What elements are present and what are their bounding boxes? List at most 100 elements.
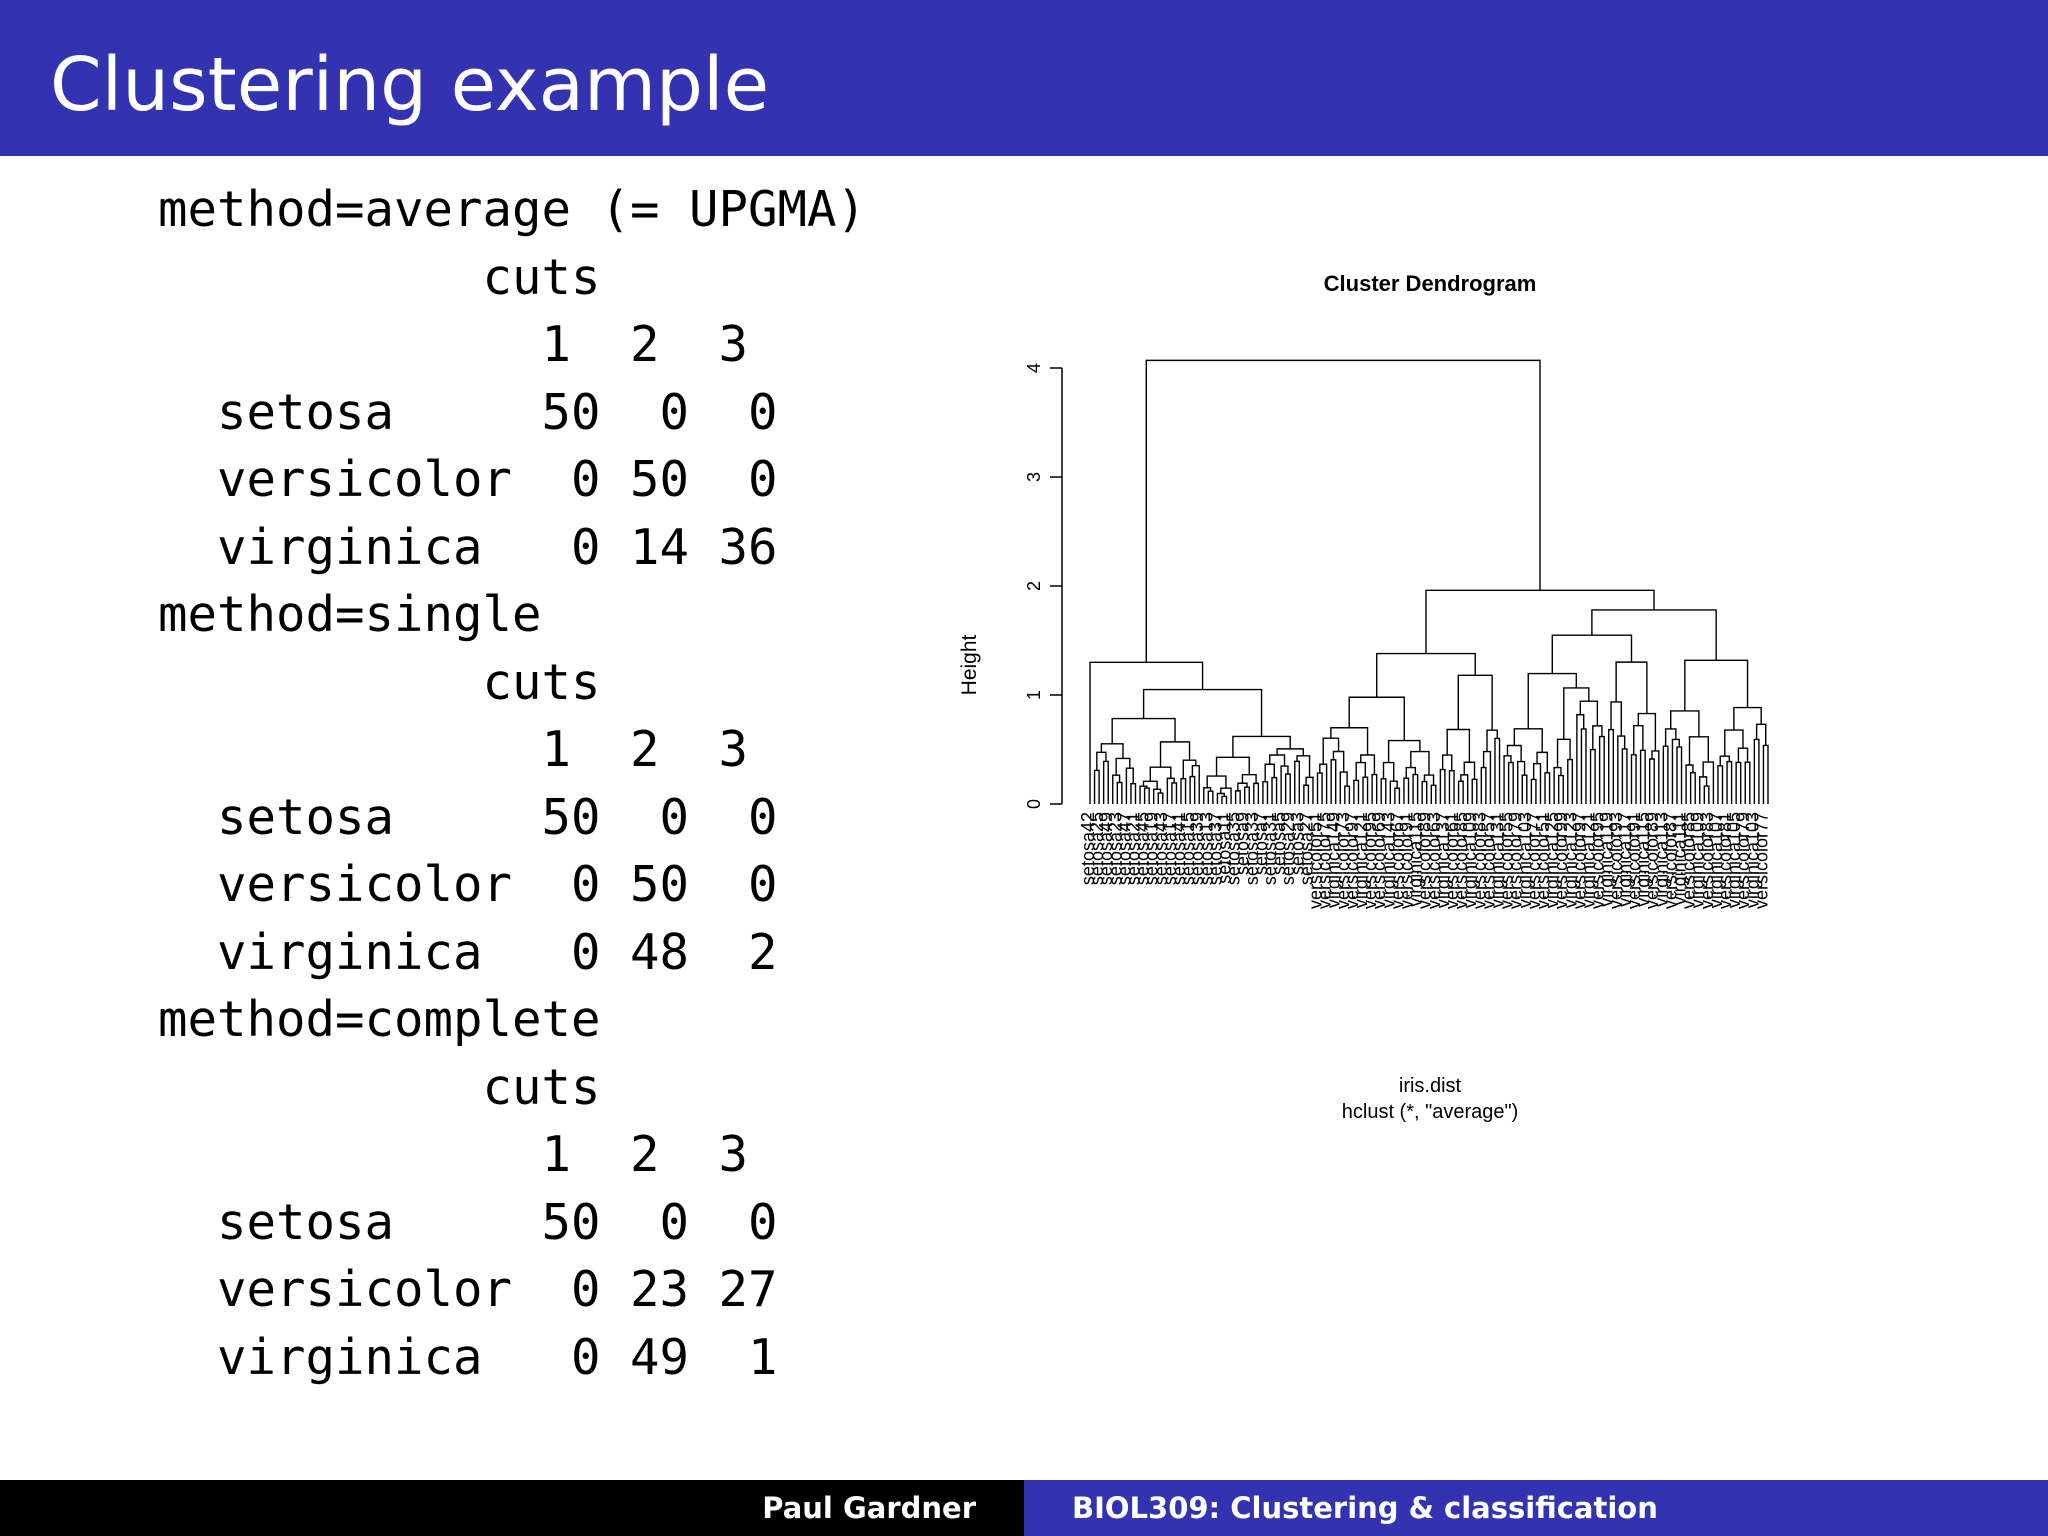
dendrogram-link — [1159, 741, 1191, 768]
leaf-label: setosa39 — [1187, 812, 1207, 885]
dendrogram-link — [1503, 755, 1512, 804]
code-line: 1 2 3 — [158, 1126, 749, 1183]
leaf-label: setosa47 — [1114, 812, 1134, 885]
dendrogram-link — [1494, 737, 1501, 804]
leaf-label: setosa11 — [1215, 812, 1235, 884]
leaf-label: setosa33 — [1242, 812, 1262, 885]
leaf-label: virginica131 — [1488, 812, 1508, 908]
dendrogram-link — [1689, 771, 1696, 804]
dendrogram-link — [1482, 750, 1492, 804]
slide-title: Clustering example — [50, 42, 770, 128]
leaf-label: virginica103 — [1742, 812, 1762, 908]
leaf-label: virginica149 — [1324, 812, 1344, 908]
dendrogram-link — [1598, 735, 1605, 804]
leaf-label: setosa45 — [1133, 812, 1153, 885]
dendrogram-link — [1244, 786, 1250, 804]
code-line: virginica 0 14 36 — [158, 518, 778, 576]
dendrogram-link — [1589, 748, 1596, 804]
y-tick-label: 1 — [1024, 690, 1044, 700]
y-tick-label: 0 — [1024, 799, 1044, 809]
code-line: method=single — [158, 586, 542, 643]
code-line: versicolor 0 23 27 — [158, 1261, 778, 1318]
dendrogram-link — [1633, 725, 1644, 755]
leaf-label: virginica121 — [1351, 812, 1371, 908]
leaf-label: setosa3 — [1287, 812, 1307, 875]
code-line: virginica 0 48 2 — [158, 923, 778, 981]
leaf-label: virginica111 — [1670, 812, 1690, 905]
dendrogram-link — [1280, 765, 1289, 804]
leaf-label: versicolor97 — [1342, 812, 1362, 909]
dendrogram-link — [1637, 712, 1657, 751]
leaf-label: versicolor67 — [1387, 812, 1407, 909]
leaf-label: versicolor61 — [1442, 812, 1462, 909]
y-tick-label: 3 — [1024, 472, 1044, 482]
dendrogram-link — [1506, 744, 1522, 762]
leaf-label: versicolor93 — [1606, 812, 1626, 909]
dendrogram-link — [1111, 717, 1176, 744]
leaf-label: setosa29 — [1278, 812, 1298, 885]
y-axis: 0 1 2 3 4 — [1024, 363, 1063, 809]
dendrogram-link — [1100, 743, 1124, 759]
dendrogram-link — [1551, 634, 1633, 674]
dendrogram-link — [1182, 759, 1197, 779]
dendrogram-link — [1294, 760, 1301, 804]
dendrogram-link — [1486, 729, 1498, 752]
leaf-label: versicolor75 — [1315, 812, 1335, 909]
leaf-label: virginica143 — [1378, 812, 1398, 908]
dendrogram-link — [1353, 779, 1360, 804]
dendrogram-link — [1563, 687, 1590, 740]
leaf-label: versicolor99 — [1551, 812, 1571, 909]
leaf-label: versicolor81 — [1715, 812, 1735, 909]
dendrogram-link — [1149, 766, 1172, 782]
leaf-label: versicolor77 — [1751, 812, 1771, 909]
dendrogram-link — [1536, 751, 1549, 773]
dendrogram-link — [1276, 748, 1304, 756]
dendrogram-link — [1556, 738, 1571, 768]
dendrogram-link — [1253, 782, 1260, 804]
dendrogram-link — [1753, 738, 1760, 804]
dendrogram-link — [1480, 766, 1487, 804]
leaf-label: versicolor79 — [1506, 812, 1526, 909]
dendrogram-link — [1221, 795, 1228, 804]
dendrogram-link — [1322, 737, 1340, 765]
dendrogram-link — [1102, 760, 1109, 804]
leaf-label: setosa42 — [1078, 812, 1098, 885]
dendrogram-link — [1670, 710, 1700, 737]
dendrogram-link — [1726, 760, 1733, 804]
dendrogram-link — [1544, 772, 1551, 804]
dendrogram-link — [1448, 769, 1455, 804]
leaf-label: setosa41 — [1169, 812, 1189, 885]
leaf-label: versicolor91 — [1624, 812, 1644, 909]
code-line: versicolor 0 50 0 — [158, 451, 778, 508]
dendrogram-link — [1157, 792, 1164, 804]
leaf-label: versicolor83 — [1469, 812, 1489, 909]
leaf-label: setosa37 — [1205, 812, 1225, 885]
dendrogram-link — [1339, 771, 1348, 804]
dendrogram-link — [1189, 775, 1196, 804]
chart-title: Cluster Dendrogram — [1324, 271, 1537, 296]
cluster-output-code: method=average (= UPGMA) cuts 1 2 3 seto… — [158, 176, 866, 1391]
leaf-label: setosa23 — [1105, 812, 1125, 885]
leaf-label: setosa43 — [1151, 812, 1171, 885]
dendrogram-link — [1530, 778, 1537, 804]
code-line: versicolor 0 50 0 — [158, 856, 778, 913]
dendrogram-link — [1517, 760, 1526, 804]
dendrogram-link — [1296, 755, 1311, 778]
dendrogram-link — [1553, 766, 1562, 804]
dendrogram-link — [1215, 756, 1250, 777]
dendrogram-link — [1425, 589, 1655, 654]
leaf-label: setosa25 — [1087, 812, 1107, 885]
dendrogram-link — [1143, 787, 1150, 804]
leaf-label: setosa27 — [1296, 812, 1316, 885]
dendrogram-link — [1330, 759, 1337, 804]
dendrogram-link — [1457, 780, 1464, 804]
leaf-label: virginica105 — [1724, 812, 1744, 908]
leaf-label: virginica109 — [1688, 812, 1708, 908]
dendrogram-link — [1684, 659, 1749, 711]
dendrogram-link — [1360, 754, 1376, 775]
leaf-label: setosa31 — [1260, 812, 1280, 885]
dendrogram-link — [1610, 701, 1622, 737]
code-line: setosa 50 0 0 — [158, 788, 778, 846]
leaf-label: versicolor97 — [1569, 812, 1589, 909]
leaf-label: setosa7 — [1251, 812, 1271, 875]
